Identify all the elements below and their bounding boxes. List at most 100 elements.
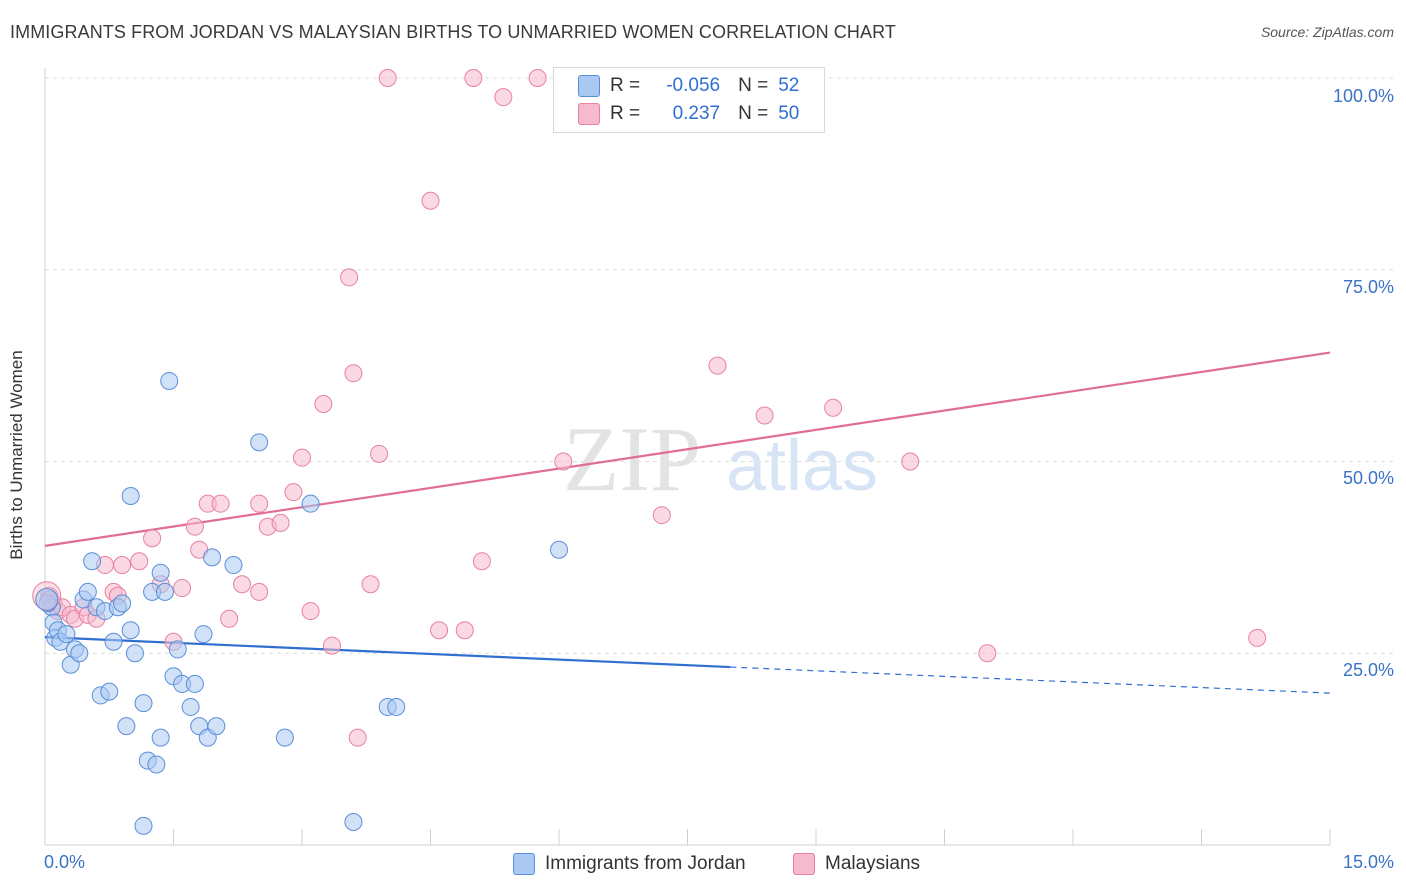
legend-swatch-blue <box>578 75 600 97</box>
point-malaysians <box>185 517 204 536</box>
point-malaysians <box>755 406 774 425</box>
legend-row-malaysians: R = 0.237 N = 50 <box>578 102 799 126</box>
point-malaysians <box>455 621 474 640</box>
point-malaysians <box>421 191 440 210</box>
point-malaysians <box>708 356 727 375</box>
y-tick-25: 25.0% <box>1342 660 1394 680</box>
trend-lines <box>44 351 1331 694</box>
point-malaysians <box>340 268 359 287</box>
point-malaysians <box>378 69 397 87</box>
bottom-legend-label-jordan: Immigrants from Jordan <box>545 853 746 874</box>
data-points <box>32 69 1267 835</box>
point-malaysians <box>430 621 449 640</box>
point-jordan <box>344 812 363 831</box>
point-jordan <box>155 582 174 601</box>
point-jordan <box>113 594 132 613</box>
point-malaysians <box>494 88 513 107</box>
point-jordan <box>147 755 166 774</box>
axes <box>44 68 1331 846</box>
point-malaysians <box>130 552 149 571</box>
trend-line-malaysians <box>44 351 1331 547</box>
legend-swatch-pink <box>578 103 600 125</box>
legend-n-value: 50 <box>778 103 800 124</box>
point-malaysians <box>113 556 132 575</box>
point-malaysians <box>301 602 320 621</box>
point-malaysians <box>293 448 311 467</box>
point-malaysians <box>464 69 483 87</box>
point-malaysians <box>472 552 491 571</box>
legend-n-label: N = <box>738 75 769 96</box>
point-malaysians <box>220 609 239 628</box>
y-tick-100: 100.0% <box>1332 86 1394 106</box>
point-jordan <box>203 548 222 567</box>
point-malaysians <box>652 506 671 525</box>
watermark: ZIP atlas <box>563 408 878 510</box>
point-malaysians <box>361 575 380 594</box>
point-malaysians <box>901 452 920 471</box>
point-jordan <box>117 717 136 736</box>
x-tick-min: 0.0% <box>44 852 86 872</box>
point-malaysians <box>233 575 252 594</box>
trend-line-jordan <box>44 636 731 669</box>
legend-r-label: R = <box>610 75 641 96</box>
point-jordan <box>70 644 89 663</box>
point-jordan <box>250 433 269 452</box>
point-malaysians <box>344 364 363 383</box>
point-jordan-cluster <box>35 588 59 612</box>
watermark-atlas: atlas <box>726 426 878 506</box>
point-jordan <box>134 694 153 713</box>
x-tick-max: 15.0% <box>1342 852 1394 872</box>
point-malaysians <box>528 69 547 87</box>
y-tick-75: 75.0% <box>1342 277 1394 297</box>
bottom-legend-swatch-pink <box>793 853 815 875</box>
y-tick-50: 50.0% <box>1342 468 1394 488</box>
point-jordan <box>301 494 320 513</box>
point-malaysians <box>173 579 192 598</box>
point-jordan <box>121 487 140 506</box>
watermark-zip: ZIP <box>563 408 701 510</box>
point-jordan <box>160 371 179 390</box>
source-credit: Source: ZipAtlas.com <box>1260 24 1394 40</box>
point-jordan <box>168 640 187 659</box>
point-malaysians <box>978 644 997 663</box>
point-jordan <box>125 644 144 663</box>
trend-line-jordan-extrapolated <box>730 666 1331 694</box>
point-jordan <box>151 728 170 747</box>
chart-title: IMMIGRANTS FROM JORDAN VS MALAYSIAN BIRT… <box>10 22 896 42</box>
point-malaysians <box>1248 628 1267 647</box>
legend-r-value: 0.237 <box>672 103 721 124</box>
point-jordan <box>78 582 97 601</box>
bottom-legend-label-malaysians: Malaysians <box>825 853 921 874</box>
bottom-legend-malaysians: Malaysians <box>793 850 920 878</box>
point-jordan <box>387 697 406 716</box>
point-malaysians <box>143 529 162 548</box>
point-jordan <box>121 621 140 640</box>
point-jordan <box>151 563 170 582</box>
point-malaysians <box>250 494 269 513</box>
legend-n-value: 52 <box>778 75 800 96</box>
point-jordan <box>185 674 204 693</box>
bottom-legend-swatch-blue <box>513 853 535 875</box>
point-jordan <box>181 697 200 716</box>
legend-r-value: -0.056 <box>666 75 721 96</box>
point-jordan <box>194 625 213 644</box>
point-malaysians <box>554 452 573 471</box>
point-malaysians <box>322 636 341 655</box>
legend-row-jordan: R = -0.056 N = 52 <box>578 74 799 98</box>
point-malaysians <box>284 483 303 502</box>
point-jordan <box>224 556 243 575</box>
point-jordan <box>83 552 102 571</box>
point-malaysians <box>348 728 367 747</box>
legend-n-label: N = <box>738 103 769 124</box>
point-jordan <box>550 540 568 559</box>
point-jordan <box>275 728 294 747</box>
point-jordan <box>104 632 123 651</box>
bottom-legend-jordan: Immigrants from Jordan <box>513 850 746 878</box>
legend-r-label: R = <box>610 103 641 124</box>
point-malaysians <box>211 494 230 513</box>
point-jordan <box>134 816 153 835</box>
point-malaysians <box>250 582 269 601</box>
point-jordan <box>207 717 226 736</box>
stats-legend: R = -0.056 N = 52 R = 0.237 N = 50 <box>553 67 825 133</box>
